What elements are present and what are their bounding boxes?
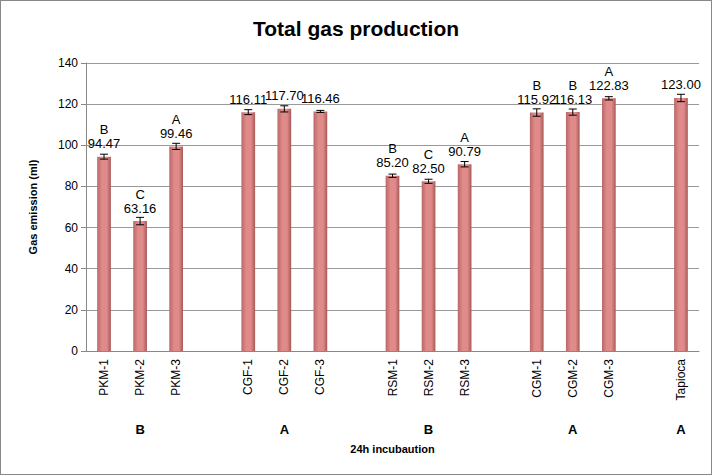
svg-text:B: B xyxy=(135,422,144,437)
svg-text:116.46: 116.46 xyxy=(301,91,340,106)
svg-text:CGM-2: CGM-2 xyxy=(566,359,580,398)
svg-text:116.11: 116.11 xyxy=(229,92,267,107)
svg-text:A: A xyxy=(568,422,578,437)
svg-text:CGF-1: CGF-1 xyxy=(241,359,255,395)
svg-text:RSM-1: RSM-1 xyxy=(386,359,400,397)
svg-text:CGF-2: CGF-2 xyxy=(277,359,291,395)
svg-text:RSM-2: RSM-2 xyxy=(422,359,436,397)
svg-text:CGM-3: CGM-3 xyxy=(602,359,616,398)
svg-text:99.46: 99.46 xyxy=(160,126,193,141)
svg-text:90.79: 90.79 xyxy=(448,144,481,159)
svg-text:B: B xyxy=(568,78,577,93)
svg-text:40: 40 xyxy=(65,262,79,276)
svg-text:PKM-1: PKM-1 xyxy=(97,359,111,396)
svg-text:B: B xyxy=(100,122,109,137)
svg-text:CGM-1: CGM-1 xyxy=(530,359,544,398)
svg-text:80: 80 xyxy=(65,179,79,193)
svg-text:123.00: 123.00 xyxy=(661,77,701,92)
svg-text:RSM-3: RSM-3 xyxy=(458,359,472,397)
svg-text:CGF-3: CGF-3 xyxy=(313,359,327,395)
svg-text:60: 60 xyxy=(65,221,79,235)
svg-text:B: B xyxy=(424,422,433,437)
svg-text:100: 100 xyxy=(58,138,78,152)
svg-text:A: A xyxy=(605,64,614,79)
svg-text:85.20: 85.20 xyxy=(376,155,409,170)
svg-text:115.92: 115.92 xyxy=(517,92,556,107)
svg-text:PKM-3: PKM-3 xyxy=(169,359,183,396)
svg-text:140: 140 xyxy=(58,56,78,70)
svg-text:82.50: 82.50 xyxy=(412,161,445,176)
svg-text:A: A xyxy=(280,422,290,437)
svg-text:117.70: 117.70 xyxy=(265,88,304,103)
svg-text:20: 20 xyxy=(65,303,79,317)
svg-text:B: B xyxy=(388,141,397,156)
svg-text:63.16: 63.16 xyxy=(124,201,157,216)
svg-text:120: 120 xyxy=(58,97,78,111)
svg-text:Gas emission (ml): Gas emission (ml) xyxy=(27,159,39,254)
svg-text:A: A xyxy=(172,112,181,127)
svg-text:94.47: 94.47 xyxy=(88,136,121,151)
svg-text:A: A xyxy=(460,130,469,145)
svg-text:122.83: 122.83 xyxy=(589,78,629,93)
svg-text:C: C xyxy=(135,187,144,202)
svg-text:0: 0 xyxy=(71,344,78,358)
svg-text:Tapioca: Tapioca xyxy=(674,359,688,401)
svg-text:116.13: 116.13 xyxy=(553,92,592,107)
svg-text:C: C xyxy=(424,147,433,162)
svg-text:Total gas production: Total gas production xyxy=(253,17,459,40)
svg-text:A: A xyxy=(676,422,686,437)
svg-text:B: B xyxy=(532,78,541,93)
svg-text:PKM-2: PKM-2 xyxy=(133,359,147,396)
svg-text:24h incubaution: 24h incubaution xyxy=(350,443,435,455)
